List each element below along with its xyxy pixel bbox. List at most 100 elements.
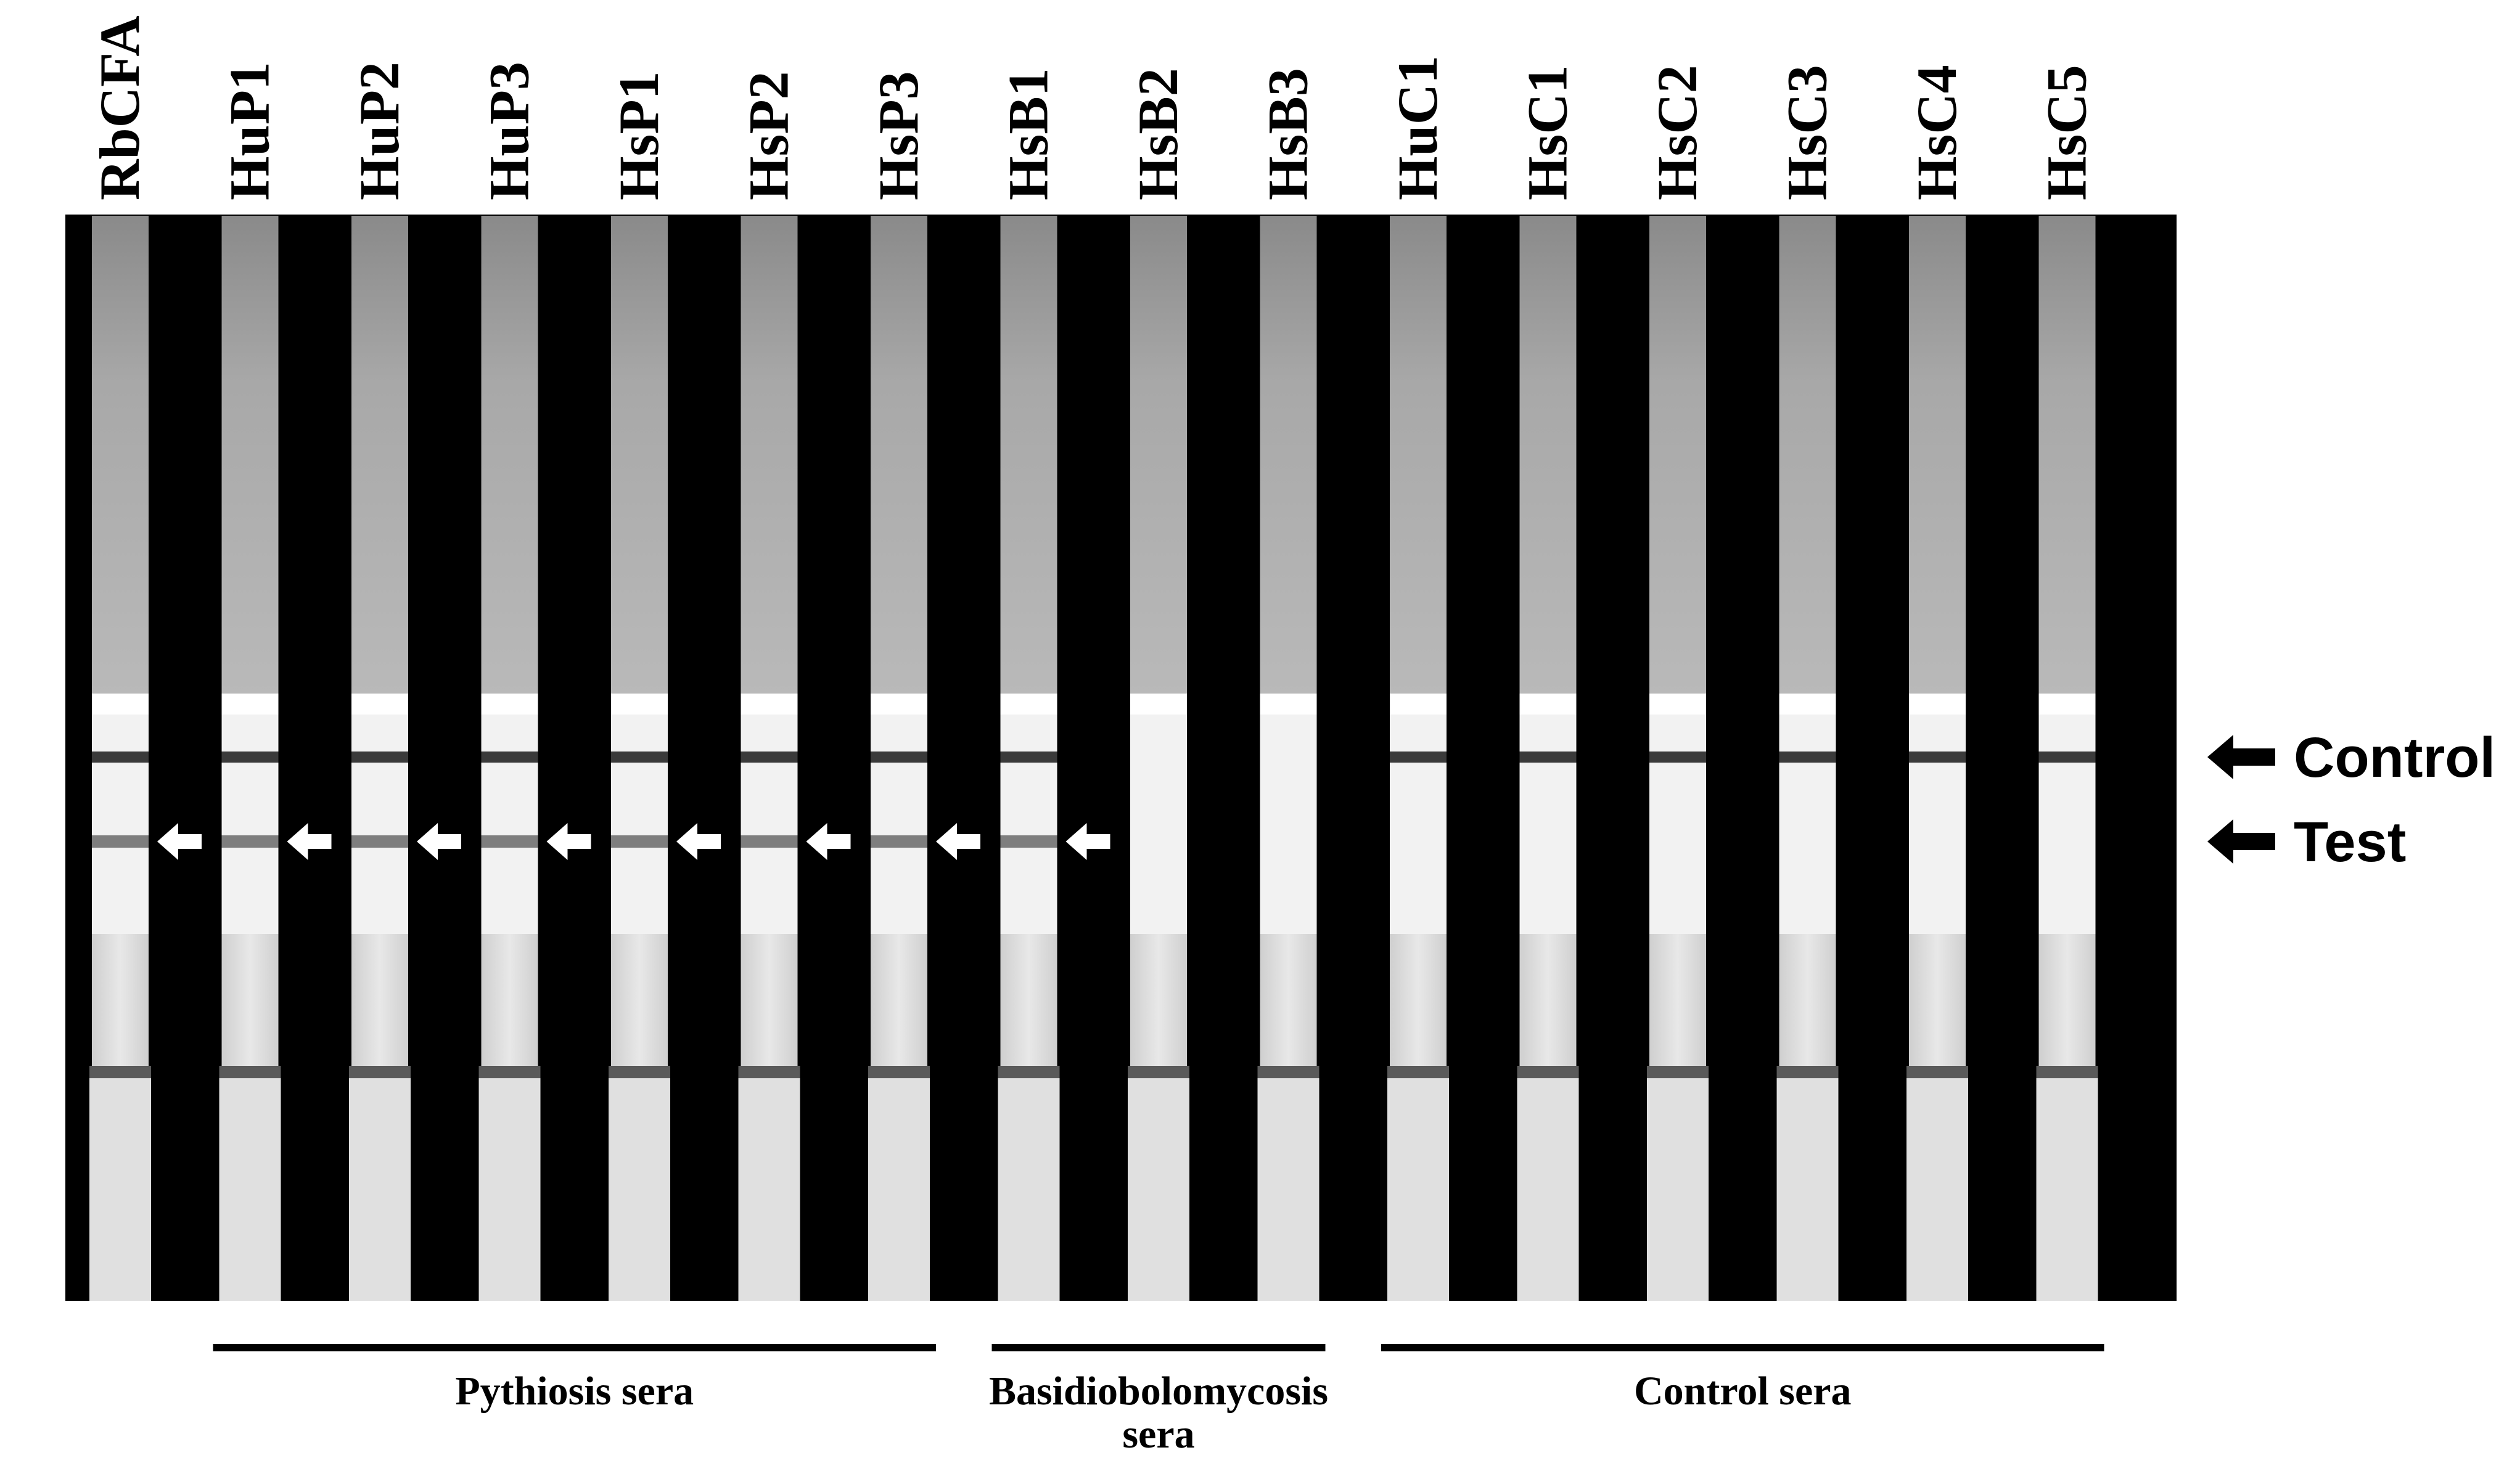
strip-result-window [351, 694, 408, 934]
strip-wick [998, 1078, 1060, 1301]
test-strip [738, 216, 800, 1301]
strip-result-window [1000, 694, 1057, 934]
test-strip [478, 216, 541, 1301]
strip-sample-area [481, 216, 538, 694]
test-strip [1128, 216, 1189, 1301]
lane-label: RbCFA [88, 15, 151, 200]
control-band [481, 752, 538, 763]
strip-wick [1128, 1078, 1189, 1301]
strip-wick [1906, 1078, 1968, 1301]
control-band [92, 752, 149, 763]
lane-label: HsC5 [2035, 65, 2098, 200]
strip-wick [478, 1078, 541, 1301]
strip-result-window [871, 694, 927, 934]
strip-window-edge [1130, 694, 1187, 715]
test-band-arrow-icon [546, 823, 591, 860]
group-label: Basidiobolomycosis [989, 1369, 1328, 1414]
sample-group: Pythiosis sera [213, 1344, 936, 1414]
control-label: Control [2294, 726, 2495, 789]
strip-wick [1387, 1078, 1449, 1301]
strip-conjugate-pad [611, 934, 668, 1070]
strip-wick [1257, 1078, 1320, 1301]
strip-sample-area [1130, 216, 1187, 694]
strip-conjugate-pad [1909, 934, 1966, 1070]
strip-pad-edge [219, 1066, 281, 1078]
strip-pad-edge [2036, 1066, 2098, 1078]
strip-window-edge [1000, 694, 1057, 715]
group-label: Pythiosis sera [455, 1369, 694, 1414]
test-band-arrow-icon [1065, 823, 1110, 860]
control-band [1909, 752, 1966, 763]
strip-window-edge [1260, 694, 1317, 715]
strip-result-window [1519, 694, 1577, 934]
strip-sample-area [1390, 216, 1447, 694]
strip-sample-area [1519, 216, 1577, 694]
strip-pad-edge [1387, 1066, 1449, 1078]
test-strip [1776, 216, 1839, 1301]
strip-wick [868, 1078, 930, 1301]
control-band [611, 752, 668, 763]
lane-label: HsB3 [1257, 68, 1320, 200]
test-band-arrow-icon [936, 823, 980, 860]
test-band-arrow-icon [417, 823, 461, 860]
control-band [1779, 752, 1836, 763]
test-strip [1387, 216, 1449, 1301]
strip-sample-area [871, 216, 927, 694]
lane-label: HsP1 [607, 71, 670, 200]
strip-window-edge [481, 694, 538, 715]
test-strip [1517, 216, 1579, 1301]
control-band [741, 752, 798, 763]
strip-window-edge [611, 694, 668, 715]
test-band-arrow-icon [806, 823, 851, 860]
lane-label: HsC1 [1516, 65, 1579, 200]
lane-label: HsC4 [1905, 65, 1968, 200]
test-strip [2036, 216, 2098, 1301]
strip-sample-area [741, 216, 798, 694]
test-strip [609, 216, 670, 1301]
strip-sample-area [611, 216, 668, 694]
lane-label: HsC2 [1646, 65, 1709, 200]
strip-conjugate-pad [2038, 934, 2096, 1070]
strip-wick [89, 1078, 151, 1301]
strip-wick [219, 1078, 281, 1301]
strip-window-edge [1390, 694, 1447, 715]
control-band [351, 752, 408, 763]
strip-window-edge [871, 694, 927, 715]
strip-window-edge [351, 694, 408, 715]
group-label: sera [1122, 1412, 1194, 1457]
strip-result-window [92, 694, 149, 934]
strip-sample-area [1909, 216, 1966, 694]
strip-wick [738, 1078, 800, 1301]
test-band [741, 835, 798, 848]
strip-wick [1776, 1078, 1839, 1301]
test-strip [349, 216, 411, 1301]
test-arrow-icon [2207, 819, 2275, 864]
strip-conjugate-pad [1130, 934, 1187, 1070]
strip-result-window [1260, 694, 1317, 934]
strip-pad-edge [1776, 1066, 1839, 1078]
group-bracket-line [1381, 1344, 2104, 1351]
strip-sample-area [1000, 216, 1057, 694]
test-strip [1647, 216, 1709, 1301]
strip-result-window [1649, 694, 1706, 934]
test-band [481, 835, 538, 848]
strip-result-window [1390, 694, 1447, 934]
strip-pad-edge [349, 1066, 411, 1078]
strip-sample-area [221, 216, 279, 694]
strip-sample-area [92, 216, 149, 694]
strip-conjugate-pad [871, 934, 927, 1070]
strip-window-edge [1909, 694, 1966, 715]
lane-label: HuP2 [348, 62, 411, 200]
strip-sample-area [1779, 216, 1836, 694]
control-band [221, 752, 279, 763]
strip-wick [609, 1078, 670, 1301]
strip-pad-edge [998, 1066, 1060, 1078]
strip-pad-edge [1647, 1066, 1709, 1078]
strip-conjugate-pad [1390, 934, 1447, 1070]
strip-conjugate-pad [1519, 934, 1577, 1070]
strip-pad-edge [738, 1066, 800, 1078]
strip-result-window [481, 694, 538, 934]
lane-label: HsC3 [1776, 65, 1839, 200]
control-band [1519, 752, 1577, 763]
